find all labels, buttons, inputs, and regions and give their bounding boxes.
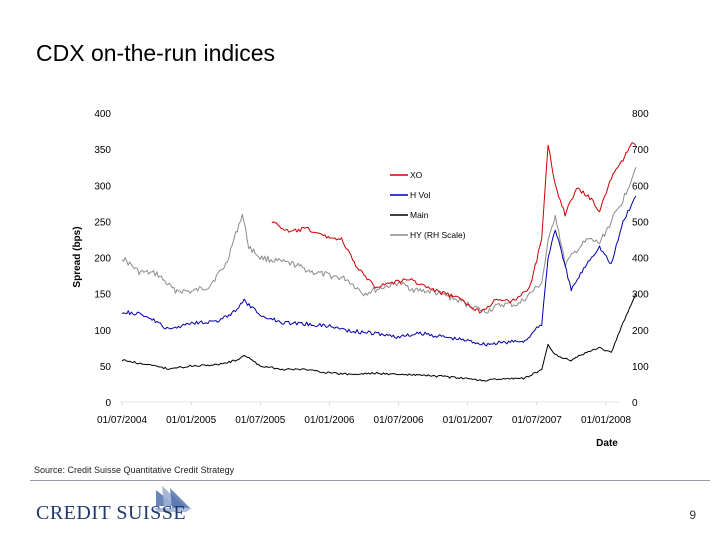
y-tick-label: 300 xyxy=(94,181,111,192)
legend: XO H Vol Main HY (RH Scale) xyxy=(390,170,466,240)
series-line xyxy=(121,167,637,314)
source-note: Source: Credit Suisse Quantitative Credi… xyxy=(34,465,235,475)
x-axis-title: Date xyxy=(596,438,618,449)
series-line xyxy=(121,293,637,382)
y-tick-label: 200 xyxy=(94,254,111,265)
y-tick-label: 150 xyxy=(94,290,111,301)
y2-tick-label: 600 xyxy=(632,181,649,192)
page-number: 9 xyxy=(689,508,696,522)
legend-label: HY (RH Scale) xyxy=(410,230,466,240)
y-tick-label: 0 xyxy=(105,398,111,409)
y2-tick-label: 300 xyxy=(632,290,649,301)
series-line xyxy=(121,195,637,347)
spread-chart: 0 50 100 150 200 250 300 350 400 0 100 200 300 400 50… xyxy=(72,109,649,449)
x-tick-label: 01/01/2005 xyxy=(166,415,216,426)
y-tick-label: 250 xyxy=(94,217,111,228)
y-tick-labels: 0 50 100 150 200 250 300 350 400 xyxy=(94,109,111,409)
legend-label: H Vol xyxy=(410,190,430,200)
legend-label: XO xyxy=(410,170,423,180)
y2-tick-label: 400 xyxy=(632,254,649,265)
y-axis-title: Spread (bps) xyxy=(72,226,83,287)
sails-icon xyxy=(154,486,192,512)
y2-tick-label: 0 xyxy=(632,398,638,409)
y-tick-label: 400 xyxy=(94,109,111,120)
series-line xyxy=(271,142,637,314)
x-tick-labels: 01/07/2004 01/01/2005 01/07/2005 01/01/2006… xyxy=(97,402,631,426)
x-tick-label: 01/07/2006 xyxy=(374,415,424,426)
slide-title: CDX on-the-run indices xyxy=(36,40,276,66)
y2-tick-label: 100 xyxy=(632,362,649,373)
y-tick-label: 50 xyxy=(100,362,112,373)
y2-tick-label: 200 xyxy=(632,326,649,337)
footer-divider xyxy=(30,480,710,481)
x-tick-label: 01/01/2007 xyxy=(443,415,493,426)
x-tick-label: 01/07/2005 xyxy=(235,415,285,426)
x-tick-label: 01/01/2008 xyxy=(581,415,631,426)
x-tick-label: 01/07/2007 xyxy=(512,415,562,426)
y2-tick-label: 500 xyxy=(632,217,649,228)
x-tick-label: 01/01/2006 xyxy=(304,415,354,426)
x-tick-label: 01/07/2004 xyxy=(97,415,147,426)
y2-tick-labels: 0 100 200 300 400 500 600 700 800 xyxy=(632,109,649,409)
legend-label: Main xyxy=(410,210,429,220)
credit-suisse-logo: CREDIT SUISSE xyxy=(36,486,192,526)
y-tick-label: 350 xyxy=(94,145,111,156)
y2-tick-label: 700 xyxy=(632,145,649,156)
y2-tick-label: 800 xyxy=(632,109,649,120)
y-tick-label: 100 xyxy=(94,326,111,337)
series-layer xyxy=(121,142,637,382)
logo-wordmark: CREDIT SUISSE xyxy=(36,502,187,524)
